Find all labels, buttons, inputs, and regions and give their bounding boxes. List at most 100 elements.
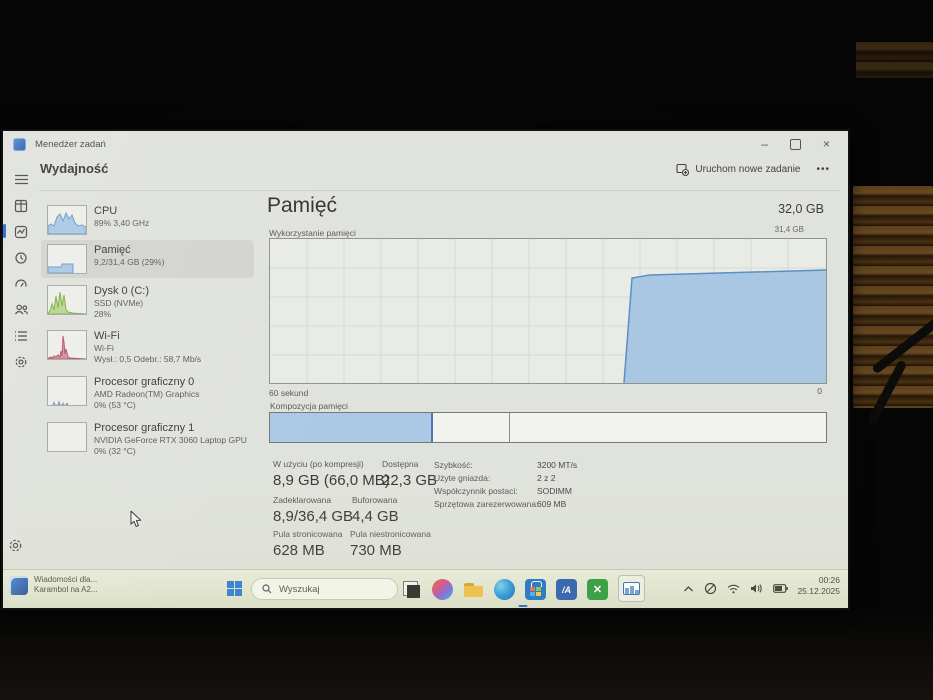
detail-slots-label: Użyte gniazda: bbox=[434, 473, 491, 483]
page-title: Wydajność bbox=[40, 161, 109, 176]
news-widget-icon bbox=[9, 575, 28, 595]
sidebar-item-sub: Wi-Fi bbox=[94, 343, 114, 353]
stat-committed: Zadeklarowana 8,9/36,4 GB bbox=[273, 495, 353, 525]
gpu1-mini-chart bbox=[47, 422, 87, 452]
nav-rail bbox=[3, 157, 39, 570]
tray-chevron-up-icon[interactable] bbox=[683, 585, 694, 593]
sidebar-item-sub: 9,2/31,4 GB (29%) bbox=[94, 257, 165, 267]
wifi-mini-chart bbox=[47, 330, 87, 360]
more-options-button[interactable]: ••• bbox=[816, 164, 830, 175]
widget-headline-2: Karambol na A2... bbox=[34, 585, 98, 594]
sidebar-item-title: CPU bbox=[94, 205, 118, 217]
window-title: Menedżer zadań bbox=[35, 138, 106, 150]
sidebar-item-sub: AMD Radeon(TM) Graphics bbox=[94, 389, 200, 399]
sidebar-item-title: Procesor graficzny 0 bbox=[94, 376, 195, 388]
edge-browser-button[interactable] bbox=[494, 579, 515, 600]
task-manager-app-icon bbox=[13, 137, 26, 151]
composition-in-use-segment bbox=[270, 413, 434, 442]
task-view-button[interactable] bbox=[401, 579, 422, 600]
sidebar-item-sub: 0% (53 °C) bbox=[94, 399, 136, 410]
sidebar-item-wifi[interactable]: Wi-Fi Wi-Fi Wysł.: 0,5 Odebr.: 58,7 Mb/s bbox=[41, 326, 254, 368]
notifications-muted-icon[interactable] bbox=[704, 582, 717, 595]
search-input[interactable]: Wyszukaj bbox=[251, 578, 398, 600]
start-button[interactable] bbox=[227, 581, 242, 596]
memory-panel-title: Pamięć bbox=[267, 194, 338, 217]
volume-icon[interactable] bbox=[750, 583, 763, 594]
active-app-indicator bbox=[518, 604, 528, 607]
stat-in-use: W użyciu (po kompresji) 8,9 GB (66,0 MB) bbox=[273, 459, 390, 489]
sidebar-item-sub: NVIDIA GeForce RTX 3060 Laptop GPU bbox=[94, 435, 247, 445]
detail-speed-label: Szybkość: bbox=[434, 460, 473, 470]
sidebar-item-sub: Wysł.: 0,5 Odebr.: 58,7 Mb/s bbox=[94, 353, 202, 364]
gpu0-mini-chart bbox=[47, 376, 87, 406]
stat-value: 4,4 GB bbox=[352, 508, 399, 525]
detail-slots-value: 2 z 2 bbox=[537, 473, 556, 483]
task-manager-taskbar-button[interactable] bbox=[518, 575, 645, 607]
startup-apps-icon[interactable] bbox=[8, 275, 34, 292]
tray-time: 00:26 bbox=[818, 575, 840, 585]
disk-mini-chart bbox=[47, 285, 87, 315]
menu-icon[interactable] bbox=[8, 171, 34, 188]
detail-speed-value: 3200 MT/s bbox=[537, 460, 578, 470]
stat-label: Dostępna bbox=[382, 459, 419, 469]
stat-label: Buforowana bbox=[352, 495, 398, 505]
memory-total: 32,0 GB bbox=[778, 202, 824, 216]
stat-value: 8,9 GB (66,0 MB) bbox=[273, 472, 390, 489]
widgets-button[interactable]: Wiadomości dla... Karambol na A2... bbox=[9, 575, 98, 595]
sidebar-item-title: Procesor graficzny 1 bbox=[94, 422, 195, 434]
sidebar-item-title: Wi-Fi bbox=[94, 330, 120, 342]
wifi-icon[interactable] bbox=[727, 584, 740, 594]
usage-chart-label: Wykorzystanie pamięci bbox=[269, 228, 356, 238]
search-icon bbox=[262, 584, 272, 594]
graph-zero-label: 0 bbox=[817, 386, 822, 396]
details-icon[interactable] bbox=[8, 327, 34, 344]
new-task-icon bbox=[676, 163, 690, 176]
stat-label: Pula niestronicowana bbox=[350, 529, 431, 539]
composition-label: Kompozycja pamięci bbox=[270, 401, 348, 411]
microsoft-store-button[interactable] bbox=[525, 579, 546, 600]
laptop-screen: Menedżer zadań – × Wydajność Uruchom now… bbox=[3, 131, 848, 608]
memory-usage-graph bbox=[269, 238, 827, 384]
app-ia-button[interactable]: /A bbox=[556, 579, 577, 600]
memory-mini-chart bbox=[47, 244, 87, 274]
sidebar-item-memory[interactable]: Pamięć 9,2/31,4 GB (29%) bbox=[41, 240, 254, 278]
app-history-icon[interactable] bbox=[8, 249, 34, 266]
search-placeholder: Wyszukaj bbox=[279, 583, 320, 595]
sidebar-item-cpu[interactable]: CPU 89% 3,40 GHz bbox=[41, 201, 254, 239]
file-explorer-button[interactable] bbox=[463, 579, 484, 600]
stat-value: 628 MB bbox=[273, 542, 325, 559]
performance-icon[interactable] bbox=[3, 223, 34, 240]
battery-icon[interactable] bbox=[773, 584, 788, 593]
copilot-button[interactable] bbox=[432, 579, 453, 600]
detail-hw-reserved-value: 609 MB bbox=[537, 499, 567, 509]
xbox-button[interactable]: ✕ bbox=[587, 579, 608, 600]
run-new-task-button[interactable]: Uruchom nowe zadanie bbox=[676, 163, 800, 176]
sidebar-item-gpu0[interactable]: Procesor graficzny 0 AMD Radeon(TM) Grap… bbox=[41, 372, 254, 414]
sidebar-item-sub: 28% bbox=[94, 308, 112, 319]
minimize-button[interactable]: – bbox=[761, 137, 768, 151]
users-icon[interactable] bbox=[8, 301, 34, 318]
stat-non-paged-pool: Pula niestronicowana 730 MB bbox=[350, 529, 431, 559]
stat-label: W użyciu (po kompresji) bbox=[273, 459, 364, 469]
laptop-base bbox=[0, 605, 933, 700]
composition-standby-segment bbox=[434, 413, 511, 442]
wood-wall-top bbox=[856, 42, 933, 78]
memory-composition-bar[interactable] bbox=[269, 412, 827, 443]
clock[interactable]: 00:26 25.12.2025 bbox=[797, 575, 840, 597]
cpu-mini-chart bbox=[47, 205, 87, 235]
sidebar-item-sub: 0% (32 °C) bbox=[94, 445, 136, 456]
processes-icon[interactable] bbox=[8, 197, 34, 214]
sidebar-item-disk[interactable]: Dysk 0 (C:) SSD (NVMe) 28% bbox=[41, 281, 254, 323]
maximize-button[interactable] bbox=[789, 138, 801, 150]
sidebar-item-sub: SSD (NVMe) bbox=[94, 298, 144, 308]
stat-label: Pula stronicowana bbox=[273, 529, 343, 539]
close-button[interactable]: × bbox=[822, 137, 830, 151]
sidebar-item-gpu1[interactable]: Procesor graficzny 1 NVIDIA GeForce RTX … bbox=[41, 418, 254, 460]
detail-form-factor-label: Współczynnik postaci: bbox=[434, 486, 518, 496]
task-manager-taskbar-icon bbox=[623, 582, 640, 595]
settings-gear-icon[interactable] bbox=[8, 538, 23, 558]
run-new-task-label: Uruchom nowe zadanie bbox=[695, 164, 801, 175]
services-icon[interactable] bbox=[8, 353, 34, 370]
widget-headline-1: Wiadomości dla... bbox=[34, 575, 98, 584]
